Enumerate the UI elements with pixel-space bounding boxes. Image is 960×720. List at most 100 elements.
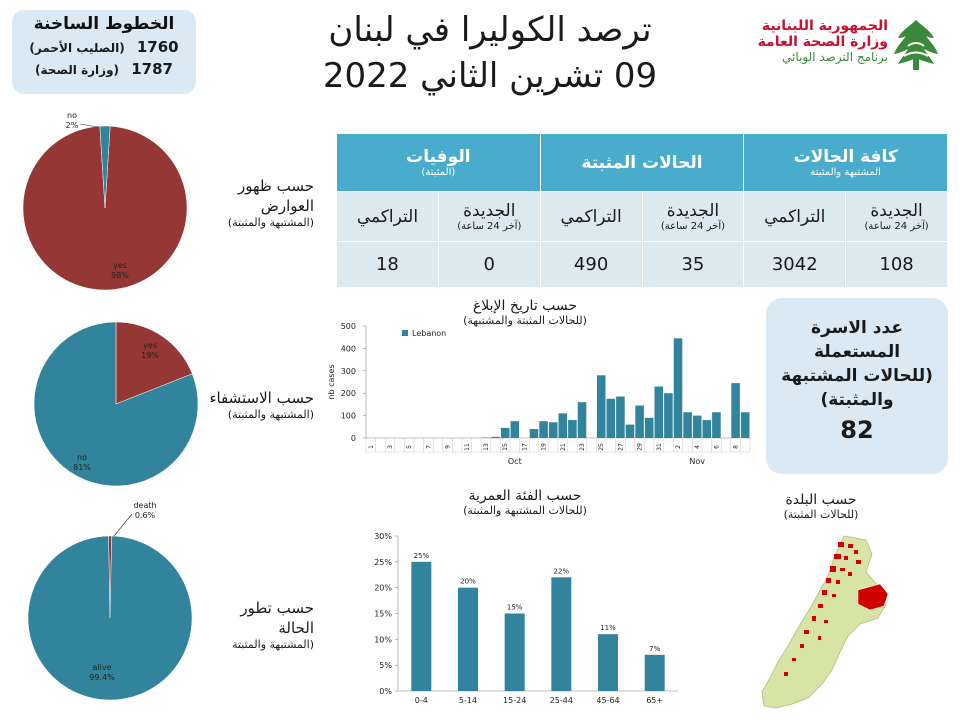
label-main: العوارض: [260, 197, 314, 215]
report-bar: [548, 422, 558, 438]
label-main: حسب ظهور: [238, 177, 314, 195]
value-death-new: 0: [437, 241, 541, 288]
x-tick-label: 31: [656, 443, 663, 451]
bar-value-label: 25%: [414, 552, 430, 560]
x-category-label: 45-64: [596, 696, 619, 705]
pie-value-yes: 98%: [111, 271, 129, 280]
group-deaths: الوفيات (المثبتة): [336, 133, 541, 192]
x-tick-label: 21: [560, 443, 567, 451]
pie-slice-no: [99, 125, 111, 209]
x-category-label: 65+: [646, 696, 663, 705]
pie-label-no: no: [67, 111, 77, 120]
page-date: 09 تشرين الثاني 2022: [322, 56, 658, 96]
x-category-label: 5-14: [459, 696, 477, 705]
hotline-number: 1787: [131, 60, 173, 78]
y-tick-label: 25%: [374, 558, 392, 567]
chart-title-sub: (للحالات المثبتة): [783, 508, 859, 521]
report-bar: [568, 420, 577, 438]
y-axis-label: nb cases: [327, 364, 336, 399]
logo-line-ministry: وزارة الصحة العامة: [757, 34, 888, 50]
cedar-icon: [894, 20, 938, 70]
bar-value-label: 22%: [554, 567, 570, 575]
hotline-number: 1760: [136, 38, 179, 56]
legend-label: Lebanon: [412, 329, 446, 338]
y-tick-label: 20%: [374, 584, 392, 593]
age-bar-0-4: [411, 561, 432, 691]
x-tick-label: 4: [694, 445, 701, 449]
x-category-label: 25-44: [550, 696, 573, 705]
y-tick-label: 100: [341, 412, 356, 421]
age-group-chart: 0% 5% 10% 15% 20% 25% 30% 25% 0-4 20% 5-14 15% 15-24…: [374, 532, 678, 705]
report-bar: [500, 427, 510, 438]
x-tick-label: 6: [713, 445, 720, 449]
pie-slice-yes: [22, 125, 188, 291]
pie-slice-yes: [115, 321, 193, 405]
label-sub: (المشتبهة والمثبتة): [227, 216, 314, 229]
report-bar: [644, 417, 654, 438]
households-value: 82: [840, 416, 874, 444]
chart-title-main: حسب تاريخ الإبلاغ: [472, 298, 578, 314]
report-bar: [731, 383, 740, 438]
col-label: التراكمي: [356, 206, 419, 227]
value-death-cum: 18: [336, 241, 439, 288]
col-conf-new: الجديدة (آخر 24 ساعة): [641, 191, 745, 242]
pie-leader-line: [79, 123, 99, 128]
col-sublabel: (آخر 24 ساعة): [457, 221, 522, 232]
pie-value-no: 81%: [73, 463, 91, 472]
logo-line-program: برنامج الترصد الوبائي: [781, 50, 888, 64]
y-tick-label: 200: [341, 389, 356, 398]
age-bar-5-14: [458, 587, 478, 691]
value-all-new: 108: [845, 241, 948, 288]
age-bar-65+: [644, 654, 665, 691]
y-tick-label: 400: [341, 344, 356, 353]
bar-value-label: 7%: [649, 645, 660, 653]
x-tick-label: 3: [387, 445, 394, 449]
group-subtitle: (المثبتة): [421, 167, 456, 178]
x-tick-label: 1: [368, 445, 375, 449]
group-all-cases: كافة الحالات المشتبهة والمثبتة: [743, 133, 948, 192]
report-bar: [539, 421, 548, 438]
label-hospitalization: حسب الاستشفاء (المشتبهة والمثبتة): [196, 388, 314, 422]
ministry-logo-text: الجمهورية اللبنانية وزارة الصحة العامة ب…: [740, 18, 888, 64]
pie-value-yes: 19%: [141, 351, 159, 360]
pie-label-yes: yes: [113, 261, 127, 270]
age-bar-45-64: [598, 634, 618, 691]
chart-title-sub: (للحالات المشتبهة والمثبتة): [463, 504, 587, 517]
y-tick-label: 300: [341, 367, 356, 376]
y-tick-label: 15%: [374, 610, 392, 619]
pie-value-death: 0.6%: [135, 511, 156, 520]
x-month-label: Oct: [508, 457, 522, 466]
hotline-label: (الصليب الأحمر): [29, 41, 125, 55]
report-bar: [740, 412, 750, 438]
col-death-new: الجديدة (آخر 24 ساعة): [437, 191, 541, 242]
y-tick-label: 500: [341, 322, 356, 331]
pie-leader-line: [113, 513, 133, 537]
report-bar: [491, 436, 500, 438]
col-label: الجديدة: [463, 201, 516, 221]
chart-title-main: حسب الفئة العمرية: [468, 488, 582, 504]
report-bar: [558, 413, 568, 438]
label-outcome: حسب تطور الحالة (المشتبهة والمثبتة: [196, 598, 314, 652]
hotline-label: (وزارة الصحة): [35, 63, 120, 77]
col-label: الجديدة: [666, 201, 720, 221]
report-bar: [635, 405, 644, 438]
pie-label-alive: alive: [92, 663, 111, 672]
pie-value-no: 2%: [66, 121, 79, 130]
page-title: ترصد الكوليرا في لبنان: [328, 10, 652, 50]
x-tick-label: 25: [598, 443, 605, 451]
group-title: كافة الحالات: [793, 147, 898, 167]
chart-title-sub: (للحالات المثبتة والمشتبهة): [463, 314, 587, 327]
value-conf-cum: 490: [539, 241, 643, 288]
x-tick-label: 23: [579, 443, 586, 451]
x-tick-label: 19: [541, 443, 548, 451]
hotline-ministry: 1787 (وزارة الصحة): [12, 60, 196, 78]
age-bar-15-24: [504, 613, 525, 691]
logo-line-republic: الجمهورية اللبنانية: [761, 18, 888, 34]
x-tick-label: 15: [502, 443, 509, 451]
report-bar: [577, 402, 587, 438]
hotlines-title: الخطوط الساخنة: [33, 14, 175, 34]
bar-value-label: 11%: [600, 624, 616, 632]
